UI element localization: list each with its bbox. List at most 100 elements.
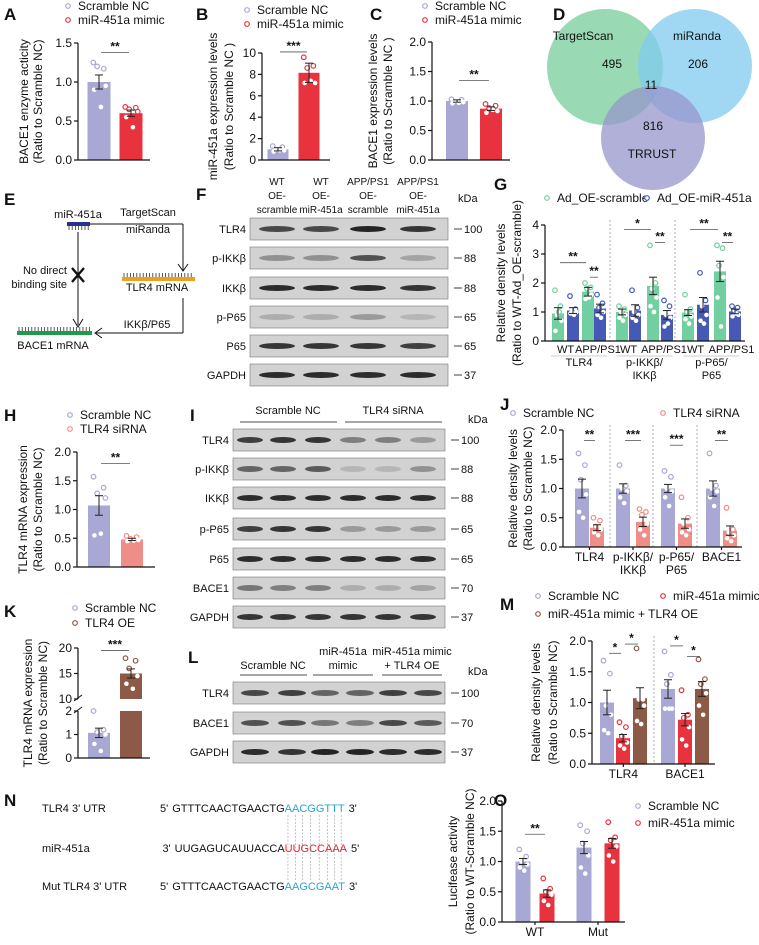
legend-label: Scramble NC <box>257 3 329 17</box>
venn-count: 816 <box>643 119 663 133</box>
chart-m: 0.0 0.5 1.0 1.5 2.0 Relative density levels (R… <box>529 589 759 781</box>
data-point <box>633 318 639 324</box>
y-tick-label: 0.0 <box>55 153 72 167</box>
legend-item: TLR4 OE <box>72 616 135 630</box>
legend-label: Ad_OE-scramble <box>557 191 649 205</box>
blot-membrane <box>249 246 449 270</box>
blot-membrane <box>232 457 446 481</box>
data-point <box>132 657 139 664</box>
data-point <box>624 740 630 745</box>
blot-row-label: TLR4 <box>219 224 246 236</box>
data-point <box>706 450 713 457</box>
significance-label: *** <box>669 432 683 446</box>
venn-circle-trrust <box>601 86 705 190</box>
kda-value: 88 <box>461 464 473 476</box>
legend-item: Scramble NC <box>422 0 507 13</box>
bar <box>616 488 630 547</box>
blot-row: p-P65 65 <box>200 517 473 541</box>
blot-row: TLR4 100 <box>202 428 479 452</box>
data-point <box>616 719 623 726</box>
protein-band <box>305 585 331 591</box>
data-point <box>617 494 623 500</box>
data-point <box>516 846 523 853</box>
data-point <box>699 303 705 309</box>
legend: Scramble NC TLR4 siRNA <box>510 406 740 420</box>
blot-row-label: TLR4 <box>202 688 229 700</box>
data-point <box>616 303 622 310</box>
legend-label: Scramble NC <box>523 406 595 420</box>
y-axis-label: (Ratio to Scramble NC) <box>31 39 45 163</box>
venn-diagram: TargetScan miRanda TRRUST 495 206 816 11 <box>547 9 752 190</box>
protein-band <box>400 285 436 291</box>
protein-band <box>305 437 331 443</box>
legend-label: Scramble NC <box>80 408 152 422</box>
blot-row-label: GAPDH <box>190 612 229 624</box>
kda-value: 70 <box>461 583 473 595</box>
blot-row-label: GAPDH <box>207 370 246 382</box>
lane-header: WT <box>269 177 285 188</box>
legend-item: miR-451a mimic <box>244 17 344 31</box>
kda-label: kDa <box>468 414 488 426</box>
protein-band <box>350 343 386 349</box>
legend-label: TLR4 siRNA <box>80 422 147 436</box>
data-point <box>636 506 643 512</box>
blot-row-label: IKKβ <box>205 493 229 505</box>
significance-label: ** <box>723 229 733 243</box>
data-point <box>724 535 730 541</box>
protein-band <box>278 749 306 755</box>
legend-item: TLR4 siRNA <box>67 422 147 436</box>
data-point <box>683 316 688 322</box>
lane-header: OE- <box>359 191 377 202</box>
sequence-row: TLR4 3' UTR 5' GTTTCAACTGAACTGAACGGTTT 3' <box>42 803 357 815</box>
protein-band <box>241 690 269 696</box>
legend-item: TLR4 siRNA <box>660 406 740 420</box>
legend-label: miR-451a mimic <box>257 17 344 31</box>
y-axis-label: (Ratio to Scramble NC ) <box>222 43 236 170</box>
blot-row-label: BACE1 <box>193 718 229 730</box>
lane-header: miR-451a <box>396 205 440 216</box>
blot-row: P65 65 <box>226 334 476 358</box>
protein-band <box>305 556 331 562</box>
bar <box>120 673 142 699</box>
mirna-label: miR-451a <box>54 209 103 221</box>
data-point <box>605 730 611 736</box>
legend-item: miR-451a mimic <box>635 816 735 830</box>
data-point <box>638 721 644 727</box>
data-point <box>701 321 707 326</box>
panel-label-k: K <box>4 602 17 621</box>
protein-band <box>340 466 366 472</box>
legend-label: miR-451a mimic + TLR4 OE <box>548 607 698 621</box>
data-point <box>98 748 104 754</box>
legend-item: miR-451a mimic <box>422 13 522 27</box>
lane-header: OE- <box>268 191 286 202</box>
sequence-label: Mut TLR4 3' UTR <box>42 881 127 893</box>
y-axis-label: Relative density levels <box>494 224 508 343</box>
data-point <box>621 746 627 751</box>
data-point <box>731 533 737 538</box>
data-point <box>679 530 685 535</box>
legend-marker-icon <box>72 620 78 626</box>
data-point <box>517 865 523 870</box>
data-point <box>683 743 689 748</box>
legend-item: miR-451a mimic + TLR4 OE <box>535 607 698 621</box>
legend-item: Ad_OE-miR-451a <box>644 191 752 205</box>
data-point <box>678 687 685 694</box>
significance-label: * <box>613 640 618 654</box>
legend-marker-icon <box>67 412 73 418</box>
significance-label: *** <box>108 638 122 652</box>
y-tick-label: 6 <box>249 89 256 103</box>
data-point <box>583 492 589 497</box>
venn-count: 206 <box>688 57 708 71</box>
blot-row: P65 65 <box>209 547 473 571</box>
data-point <box>594 291 600 298</box>
kda-value: 100 <box>461 435 479 447</box>
data-point <box>714 242 720 249</box>
data-point <box>633 645 640 652</box>
bar-group <box>446 96 468 160</box>
protein-band <box>410 495 436 501</box>
y-tick-label: 0.0 <box>479 915 496 929</box>
data-point <box>641 533 647 538</box>
data-point <box>702 676 708 683</box>
y-axis-label: TLR4 mRNA expression <box>21 639 35 768</box>
